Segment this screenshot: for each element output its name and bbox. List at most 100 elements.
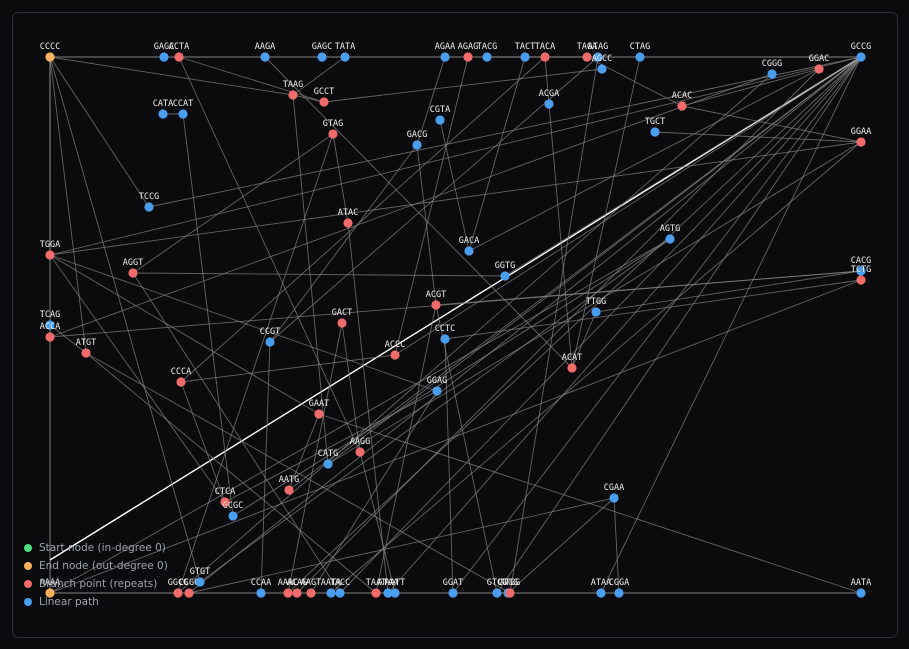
legend-label: Start node (in-degree 0)	[39, 542, 166, 554]
edge	[341, 322, 361, 453]
edge	[292, 94, 329, 465]
node-label: TACA	[535, 42, 555, 52]
node	[482, 52, 492, 62]
node	[174, 52, 184, 62]
node	[45, 250, 55, 260]
node-label: CTAG	[630, 42, 650, 52]
edge	[296, 68, 820, 594]
node	[650, 127, 660, 137]
edge	[49, 56, 150, 208]
panel	[12, 12, 898, 638]
node	[440, 334, 450, 344]
node	[856, 588, 866, 598]
node-label: TAGA	[577, 42, 597, 52]
node-label: CGTA	[430, 105, 450, 115]
node	[45, 332, 55, 342]
edge	[394, 56, 862, 356]
node	[412, 140, 422, 150]
edge	[49, 254, 320, 415]
edge	[468, 56, 526, 252]
node-label: CCAA	[251, 578, 271, 588]
node-label: GAGC	[154, 42, 174, 52]
node	[284, 485, 294, 495]
node-label: CGAA	[604, 483, 624, 493]
node-label: GTCG	[487, 578, 507, 588]
legend-label: Branch point (repeats)	[39, 578, 157, 590]
node-label: ACTA	[169, 42, 189, 52]
edge	[180, 381, 226, 503]
node	[159, 52, 169, 62]
node-label: ACAC	[672, 91, 692, 101]
node	[220, 497, 230, 507]
node-label: CGGG	[762, 59, 782, 69]
node	[144, 202, 154, 212]
node-label: TCCG	[139, 192, 159, 202]
node-label: CCCC	[40, 42, 60, 52]
node-label: GGAC	[809, 54, 829, 64]
edge	[132, 272, 341, 594]
node	[292, 588, 302, 598]
node	[609, 493, 619, 503]
node-label: CTGG	[498, 578, 518, 588]
node	[856, 137, 866, 147]
node	[260, 52, 270, 62]
node-label: AGTG	[660, 224, 680, 234]
node	[567, 363, 577, 373]
edge-highlight	[49, 56, 862, 561]
node-label: TACG	[477, 42, 497, 52]
node-label: ACGT	[426, 290, 446, 300]
node-label: AGAA	[435, 42, 455, 52]
edge	[571, 56, 641, 369]
node-label: GAAT	[309, 399, 329, 409]
node-label: GCCG	[851, 42, 871, 52]
node-label: AGAG	[458, 42, 478, 52]
edge	[287, 322, 343, 594]
edge	[509, 56, 599, 594]
edge	[49, 56, 862, 256]
edge	[49, 254, 226, 503]
node-label: GACG	[407, 130, 427, 140]
node	[323, 459, 333, 469]
node-label: GTAG	[323, 119, 343, 129]
node-label: GACT	[332, 308, 352, 318]
node-label: GGAT	[443, 578, 463, 588]
edge	[571, 311, 597, 369]
legend-swatch	[24, 562, 32, 570]
edge	[180, 354, 396, 383]
node-label: AATT	[385, 578, 405, 588]
node	[492, 588, 502, 598]
node-label: CTCA	[215, 487, 235, 497]
node	[283, 588, 293, 598]
edge	[49, 56, 201, 583]
edge	[180, 56, 546, 383]
node-label: ACAT	[562, 353, 582, 363]
node	[767, 69, 777, 79]
edge	[287, 56, 862, 594]
edges	[49, 56, 862, 594]
node	[256, 588, 266, 598]
node	[173, 588, 183, 598]
node	[319, 97, 329, 107]
edge	[49, 238, 671, 594]
node	[440, 52, 450, 62]
node	[856, 52, 866, 62]
node-label: AAAA	[40, 578, 60, 588]
edge	[288, 56, 862, 491]
node-label: ATAA	[591, 578, 611, 588]
node	[540, 52, 550, 62]
node	[343, 218, 353, 228]
legend-swatch	[24, 598, 32, 606]
node	[597, 64, 607, 74]
node-label: AAAC	[278, 578, 298, 588]
edge	[182, 113, 234, 517]
node	[328, 129, 338, 139]
node	[856, 275, 866, 285]
node	[435, 115, 445, 125]
legend: Start node (in-degree 0) End node (out-de…	[24, 542, 168, 608]
legend-label: Linear path	[39, 596, 99, 608]
node	[463, 52, 473, 62]
node-label: ATGG	[500, 578, 520, 588]
node	[593, 52, 603, 62]
